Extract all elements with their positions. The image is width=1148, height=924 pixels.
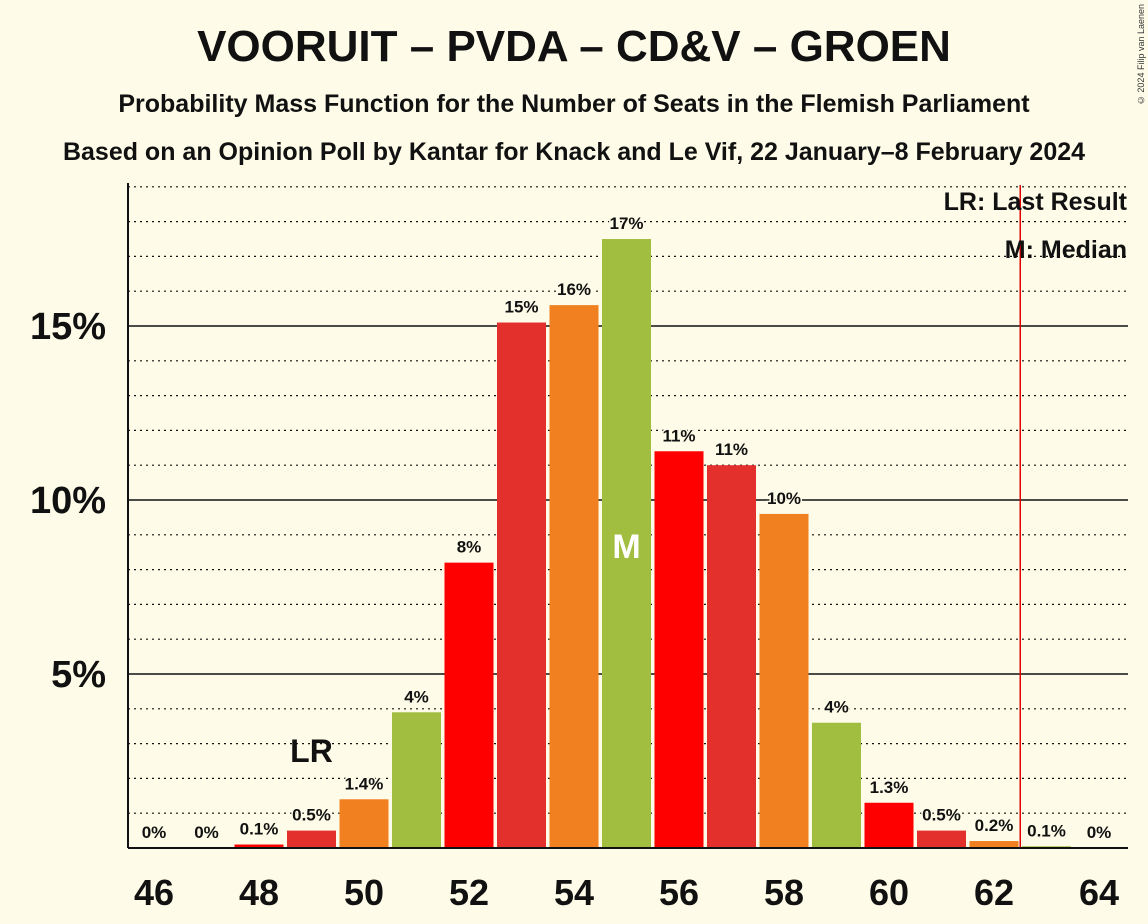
x-tick-label: 60 — [869, 872, 909, 913]
bar-seats-56 — [654, 451, 704, 848]
bar-seats-62 — [969, 841, 1019, 848]
bar-seats-57 — [707, 465, 756, 848]
x-tick-label: 50 — [344, 872, 384, 913]
chart-source-line: Based on an Opinion Poll by Kantar for K… — [62, 138, 1086, 166]
bar-seats-48 — [234, 844, 284, 848]
x-tick-label: 48 — [239, 872, 279, 913]
value-label: 0.1% — [240, 820, 279, 839]
value-label: 0% — [1087, 823, 1112, 842]
bar-seats-59 — [812, 722, 861, 848]
axes-layer: 5% 10% 15% 46 48 50 52 54 56 58 60 62 64 — [30, 183, 1128, 913]
bar-seats-61 — [917, 830, 966, 848]
y-tick-label: 5% — [51, 654, 106, 696]
value-label: 0.5% — [922, 806, 961, 825]
value-label: 0% — [142, 823, 167, 842]
chart-title: VOORUIT – PVDA – CD&V – GROEN — [197, 22, 951, 71]
y-tick-label: 10% — [30, 480, 106, 522]
value-label: 0% — [194, 823, 219, 842]
value-label: 10% — [767, 489, 801, 508]
x-tick-label: 54 — [554, 872, 594, 913]
value-label: 0.2% — [975, 816, 1014, 835]
value-label: 4% — [824, 698, 849, 717]
value-label: 0.5% — [292, 806, 331, 825]
x-tick-label: 56 — [659, 872, 699, 913]
chart-subtitle: Probability Mass Function for the Number… — [118, 90, 1030, 118]
bar-seats-51 — [392, 712, 441, 848]
value-label: 17% — [609, 214, 643, 233]
value-label: 1.3% — [870, 778, 909, 797]
y-tick-label: 15% — [30, 306, 106, 348]
last-result-marker: LR — [290, 733, 333, 769]
x-tick-label: 58 — [764, 872, 804, 913]
bar-seats-55 — [602, 239, 651, 848]
value-label: 8% — [457, 538, 482, 557]
legend-last-result: LR: Last Result — [944, 188, 1128, 216]
value-label: 16% — [557, 280, 591, 299]
value-label: 0.1% — [1027, 821, 1066, 840]
value-label: 1.4% — [345, 774, 384, 793]
value-label: 15% — [504, 298, 538, 317]
value-labels-layer: 0% 0% 0.1% 0.5% 1.4% 4% 8% 15% 16% 17% 11% 11% 10% 4%… — [140, 213, 1113, 844]
value-label: 11% — [715, 440, 748, 459]
bar-seats-53 — [497, 322, 546, 848]
bar-seats-50 — [339, 799, 389, 848]
value-label: 11% — [662, 426, 695, 445]
value-label: 4% — [404, 687, 429, 706]
median-marker: M — [612, 528, 640, 566]
bar-seats-58 — [759, 513, 809, 848]
x-tick-label: 46 — [134, 872, 174, 913]
x-tick-label: 62 — [974, 872, 1014, 913]
bar-seats-60 — [864, 802, 914, 848]
bar-seats-49 — [287, 830, 336, 848]
bar-seats-54 — [549, 305, 599, 848]
bar-seats-52 — [444, 562, 494, 848]
bars-layer — [234, 239, 1071, 848]
legend-median: M: Median — [1005, 236, 1127, 264]
x-tick-label: 52 — [449, 872, 489, 913]
x-tick-label: 64 — [1079, 872, 1119, 913]
